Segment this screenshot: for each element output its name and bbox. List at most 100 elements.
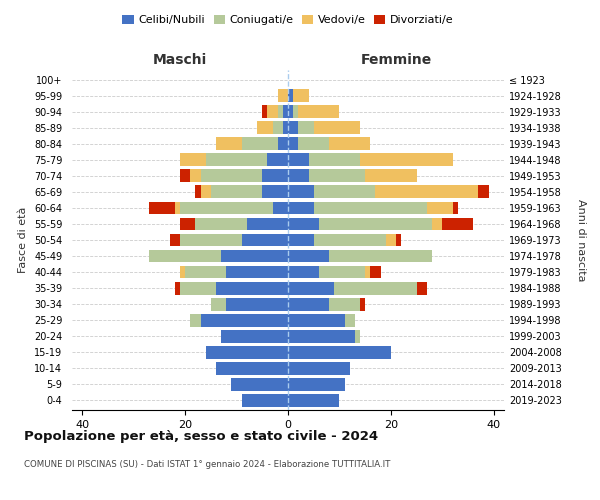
Bar [314, 122, 360, 134]
Bar [396, 234, 401, 246]
Bar [360, 298, 365, 310]
Bar [180, 266, 185, 278]
Bar [432, 218, 442, 230]
Bar [288, 234, 314, 246]
Bar [196, 218, 247, 230]
Bar [180, 234, 242, 246]
Bar [386, 234, 396, 246]
Text: COMUNE DI PISCINAS (SU) - Dati ISTAT 1° gennaio 2024 - Elaborazione TUTTITALIA.I: COMUNE DI PISCINAS (SU) - Dati ISTAT 1° … [24, 460, 391, 469]
Bar [288, 314, 344, 326]
Bar [293, 89, 308, 102]
Bar [262, 186, 288, 198]
Bar [288, 394, 340, 407]
Bar [272, 122, 283, 134]
Bar [360, 154, 452, 166]
Bar [365, 266, 370, 278]
Bar [329, 298, 360, 310]
Bar [288, 330, 355, 342]
Bar [226, 266, 288, 278]
Bar [288, 106, 293, 118]
Bar [196, 186, 200, 198]
Bar [278, 138, 288, 150]
Bar [170, 234, 180, 246]
Bar [180, 154, 206, 166]
Bar [283, 122, 288, 134]
Bar [206, 346, 288, 358]
Bar [288, 282, 334, 294]
Bar [268, 106, 278, 118]
Bar [278, 89, 288, 102]
Bar [268, 154, 288, 166]
Bar [216, 282, 288, 294]
Bar [288, 154, 308, 166]
Bar [308, 154, 360, 166]
Bar [376, 186, 478, 198]
Bar [288, 362, 350, 374]
Y-axis label: Fasce di età: Fasce di età [19, 207, 28, 273]
Text: Popolazione per età, sesso e stato civile - 2024: Popolazione per età, sesso e stato civil… [24, 430, 378, 443]
Bar [293, 106, 298, 118]
Bar [288, 218, 319, 230]
Bar [288, 378, 344, 391]
Bar [288, 298, 329, 310]
Bar [221, 250, 288, 262]
Bar [329, 250, 432, 262]
Bar [185, 266, 226, 278]
Bar [314, 234, 386, 246]
Bar [206, 154, 268, 166]
Bar [232, 378, 288, 391]
Bar [298, 138, 329, 150]
Bar [288, 170, 308, 182]
Bar [175, 282, 180, 294]
Y-axis label: Anni di nascita: Anni di nascita [575, 198, 586, 281]
Bar [288, 250, 329, 262]
Bar [334, 282, 416, 294]
Bar [200, 186, 211, 198]
Bar [288, 89, 293, 102]
Bar [314, 186, 376, 198]
Bar [344, 314, 355, 326]
Bar [288, 138, 298, 150]
Bar [262, 106, 268, 118]
Text: Femmine: Femmine [361, 53, 431, 67]
Bar [190, 170, 200, 182]
Bar [308, 170, 365, 182]
Bar [242, 138, 278, 150]
Bar [226, 298, 288, 310]
Bar [262, 170, 288, 182]
Bar [452, 202, 458, 214]
Bar [180, 170, 190, 182]
Bar [298, 122, 314, 134]
Bar [370, 266, 380, 278]
Bar [355, 330, 360, 342]
Bar [175, 202, 180, 214]
Bar [288, 202, 314, 214]
Bar [288, 346, 391, 358]
Bar [427, 202, 452, 214]
Bar [242, 394, 288, 407]
Bar [442, 218, 473, 230]
Bar [200, 170, 262, 182]
Bar [288, 122, 298, 134]
Bar [319, 266, 365, 278]
Bar [247, 218, 288, 230]
Bar [190, 314, 200, 326]
Bar [180, 218, 196, 230]
Bar [211, 186, 262, 198]
Bar [257, 122, 272, 134]
Bar [329, 138, 370, 150]
Bar [216, 362, 288, 374]
Bar [211, 298, 226, 310]
Bar [200, 314, 288, 326]
Bar [283, 106, 288, 118]
Bar [288, 186, 314, 198]
Bar [242, 234, 288, 246]
Bar [278, 106, 283, 118]
Bar [298, 106, 340, 118]
Legend: Celibi/Nubili, Coniugati/e, Vedovi/e, Divorziati/e: Celibi/Nubili, Coniugati/e, Vedovi/e, Di… [118, 10, 458, 30]
Bar [216, 138, 242, 150]
Bar [149, 202, 175, 214]
Bar [272, 202, 288, 214]
Bar [221, 330, 288, 342]
Bar [149, 250, 221, 262]
